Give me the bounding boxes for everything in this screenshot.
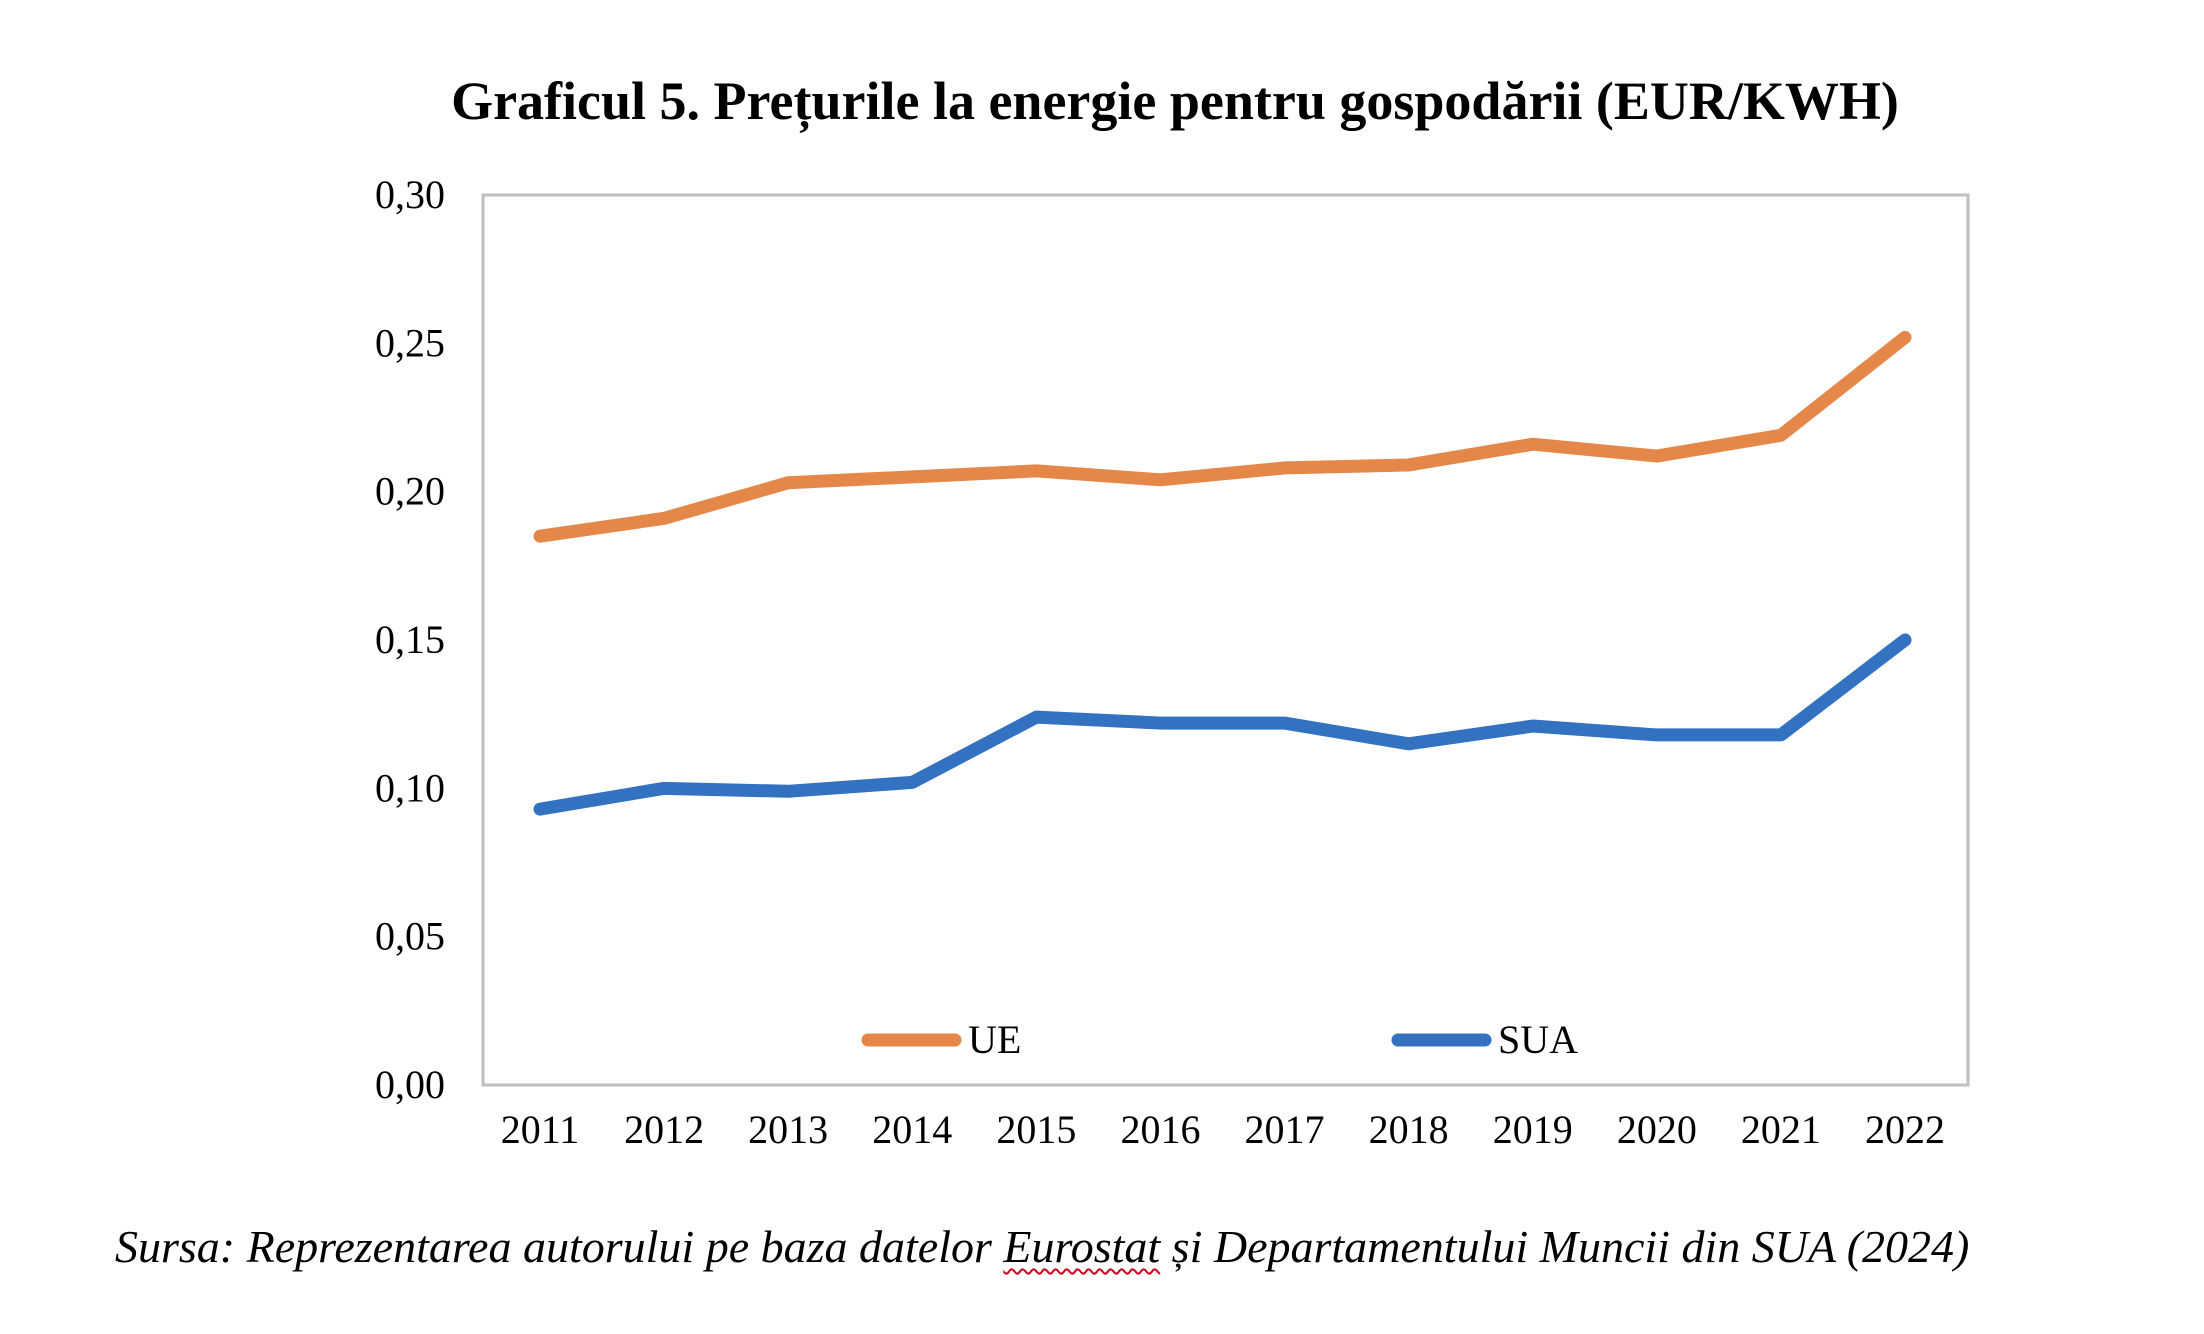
x-tick-label: 2018 [1369,1107,1449,1152]
x-tick-label: 2019 [1493,1107,1573,1152]
legend-label-ue: UE [968,1017,1021,1062]
source-text-eurostat: Eurostat [1003,1221,1161,1272]
y-tick-label: 0,30 [375,172,445,217]
x-tick-label: 2014 [872,1107,952,1152]
source-text-after: și Departamentului Muncii din SUA (2024) [1160,1221,1970,1272]
y-tick-label: 0,15 [375,617,445,662]
y-tick-label: 0,10 [375,765,445,810]
x-tick-label: 2016 [1120,1107,1200,1152]
x-tick-label: 2022 [1865,1107,1945,1152]
x-tick-label: 2017 [1245,1107,1325,1152]
series-line-ue [533,330,1912,543]
x-tick-label: 2013 [748,1107,828,1152]
y-tick-label: 0,00 [375,1062,445,1107]
line-chart: 0,000,050,100,150,200,250,30 2011 2012 201… [375,172,1970,1152]
plot-area-border [481,193,1970,1087]
y-tick-label: 0,05 [375,914,445,959]
x-tick-label: 2021 [1741,1107,1821,1152]
chart-title: Graficul 5. Prețurile la energie pentru … [451,71,1899,131]
source-note: Sursa: Reprezentarea autorului pe baza d… [115,1220,2185,1273]
y-axis: 0,00 0,05 0,10 0,15 0,20 0,25 0,30 [375,172,445,1107]
series-line-sua [533,633,1912,816]
x-tick-label: 2012 [624,1107,704,1152]
legend-label-sua: SUA [1498,1017,1578,1062]
legend: UE SUA [861,1017,1578,1062]
x-tick-label: 2020 [1617,1107,1697,1152]
source-text-before: Sursa: Reprezentarea autorului pe baza d… [115,1221,1004,1272]
x-axis: 2011 2012 2013 2014 2015 2016 2017 2018 2019 2020… [501,1107,1945,1152]
x-tick-label: 2015 [996,1107,1076,1152]
x-tick-label: 2011 [501,1107,580,1152]
y-tick-label: 0,25 [375,320,445,365]
y-tick-label: 0,20 [375,469,445,514]
series-lines [533,330,1912,816]
